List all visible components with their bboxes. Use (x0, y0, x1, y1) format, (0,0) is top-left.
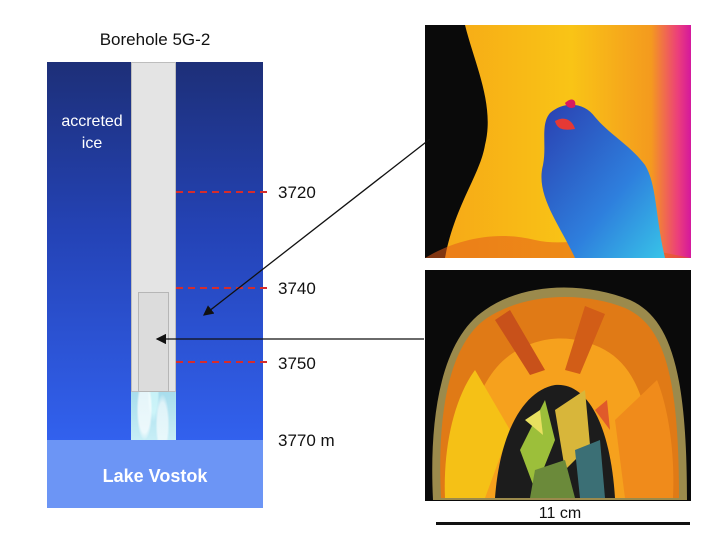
scale-bar (436, 522, 690, 525)
accreted-ice-label: accreted ice (61, 113, 123, 152)
lake-block (47, 440, 263, 508)
arrow-to-photo-top (202, 138, 431, 316)
crystal-photo-top (425, 25, 691, 258)
diagram-title: Borehole 5G-2 (99, 30, 211, 49)
crystal-photo-bottom (425, 270, 691, 501)
depth-label-3750: 3750 (278, 354, 316, 373)
depth-label-3720: 3720 (278, 183, 316, 202)
depth-label-3770: 3770 m (278, 431, 335, 450)
depth-label-3740: 3740 (278, 279, 316, 298)
scale-label: 11 cm (538, 505, 582, 522)
lake-label: Lake Vostok (102, 466, 208, 486)
